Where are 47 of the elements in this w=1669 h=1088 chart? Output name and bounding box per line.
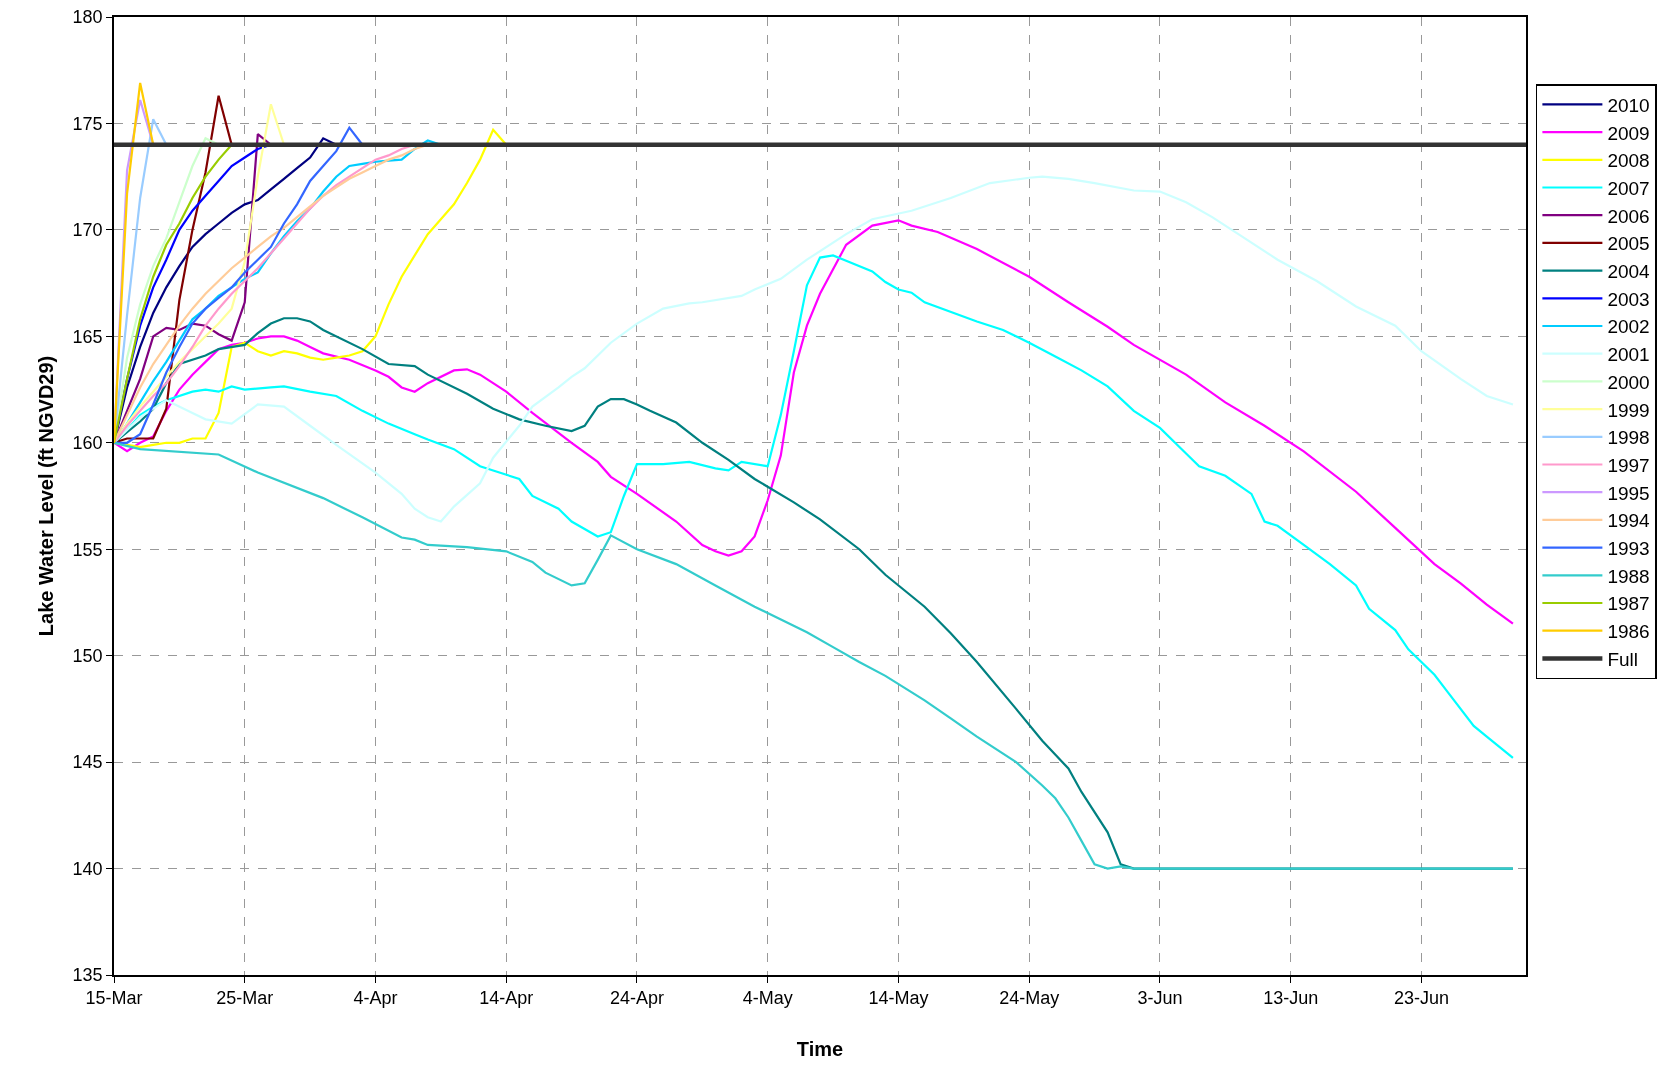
legend-label: Full [1607, 648, 1639, 670]
legend-label: 1986 [1607, 621, 1650, 643]
legend-label: 2001 [1607, 344, 1650, 366]
legend-label: 2000 [1607, 371, 1650, 393]
y-tick-label: 170 [72, 220, 103, 241]
y-axis-title: Lake Water Level (ft NGVD29) [34, 355, 57, 637]
x-tick-label: 15-Mar [85, 988, 143, 1009]
legend-label: 1999 [1607, 399, 1650, 421]
legend-label: 1993 [1607, 538, 1650, 560]
x-tick-label: 24-Apr [609, 988, 664, 1009]
legend-label: 2008 [1607, 150, 1650, 172]
y-tick-label: 140 [72, 858, 103, 879]
x-tick-label: 23-Jun [1393, 988, 1449, 1009]
y-tick-label: 165 [72, 326, 103, 347]
y-tick-label: 155 [72, 539, 103, 560]
legend-label: 2004 [1607, 261, 1651, 283]
line-series [114, 441, 1515, 870]
line-series [114, 175, 1515, 523]
line-series [114, 219, 1515, 625]
x-axis-title: Time [796, 1038, 844, 1061]
x-tick-label: 13-Jun [1263, 988, 1319, 1009]
y-tick-label: 145 [72, 752, 103, 773]
legend-label: 2006 [1607, 205, 1650, 227]
y-tick-label: 180 [72, 7, 103, 28]
x-tick-label: 14-Apr [479, 988, 534, 1009]
legend-label: 2005 [1607, 233, 1650, 255]
y-tick-label: 135 [72, 965, 103, 986]
legend-label: 1995 [1607, 482, 1650, 504]
y-tick-label: 160 [72, 433, 103, 454]
legend-label: 2003 [1607, 288, 1650, 310]
legend-label: 2009 [1607, 122, 1650, 144]
x-tick-label: 14-May [868, 988, 929, 1009]
legend-label: 1987 [1607, 593, 1650, 615]
x-tick-label: 25-Mar [216, 988, 274, 1009]
legend-label: 1997 [1607, 454, 1650, 476]
x-tick-label: 3-Jun [1137, 988, 1183, 1009]
legend-label: 1988 [1607, 565, 1650, 587]
x-tick-label: 4-Apr [353, 988, 398, 1009]
y-tick-label: 150 [72, 645, 103, 666]
legend-label: 2007 [1607, 177, 1650, 199]
y-tick-label: 175 [72, 113, 103, 134]
legend-label: 1994 [1607, 510, 1651, 532]
legend-label: 2002 [1607, 316, 1650, 338]
x-tick-label: 4-May [742, 988, 793, 1009]
legend-label: 2010 [1607, 94, 1650, 116]
legend-label: 1998 [1607, 427, 1650, 449]
x-tick-label: 24-May [999, 988, 1060, 1009]
